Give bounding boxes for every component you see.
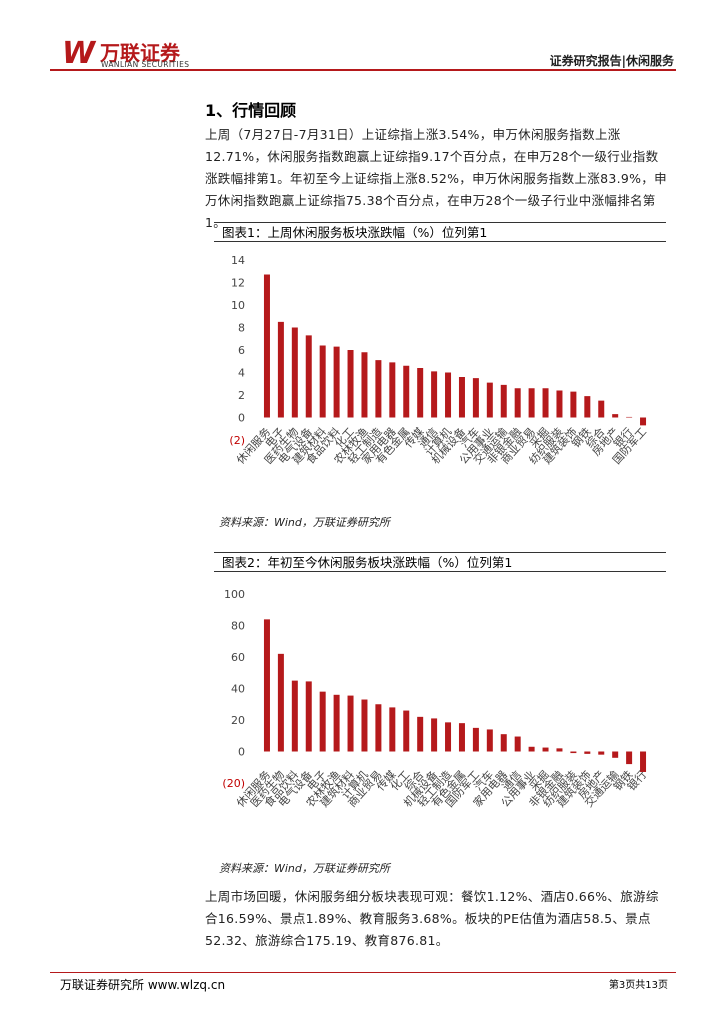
y-tick-label: 8 bbox=[238, 322, 245, 335]
bar bbox=[361, 352, 368, 418]
logo-cn: 万联证券 bbox=[100, 41, 180, 65]
bar bbox=[486, 729, 493, 752]
bar bbox=[500, 384, 507, 418]
bar bbox=[528, 746, 535, 752]
bar bbox=[431, 718, 438, 752]
y-tick-label: 6 bbox=[238, 344, 245, 357]
bar bbox=[626, 416, 633, 418]
figure-title: 图表1：上周休闲服务板块涨跌幅（%）位列第1 bbox=[214, 222, 666, 242]
figure-source: 资料来源：Wind，万联证券研究所 bbox=[219, 516, 390, 529]
bar bbox=[570, 751, 577, 754]
y-tick-label: 14 bbox=[231, 254, 245, 267]
bar bbox=[514, 388, 521, 418]
bar bbox=[431, 371, 438, 418]
bar bbox=[263, 274, 270, 418]
bar bbox=[598, 751, 605, 755]
y-tick-label: 0 bbox=[238, 412, 245, 425]
bar bbox=[458, 377, 465, 418]
bar bbox=[612, 751, 619, 758]
bar bbox=[445, 722, 452, 752]
bar bbox=[389, 362, 396, 418]
bar bbox=[445, 372, 452, 418]
bar bbox=[570, 391, 577, 418]
paragraph: 上周市场回暖，休闲服务细分板块表现可观：餐饮1.12%、酒店0.66%、旅游综合… bbox=[205, 889, 659, 948]
bar bbox=[347, 695, 354, 752]
bar bbox=[305, 335, 312, 418]
bar bbox=[612, 414, 619, 418]
bar bbox=[333, 346, 340, 418]
bar bbox=[263, 619, 270, 752]
bar bbox=[626, 751, 633, 765]
bar bbox=[333, 694, 340, 752]
logo-mark: W bbox=[62, 36, 96, 71]
bar bbox=[305, 681, 312, 752]
y-tick-label: (2) bbox=[229, 434, 245, 447]
bar bbox=[291, 680, 298, 752]
y-tick-label: 0 bbox=[238, 746, 245, 759]
footer-right: 第3页共13页 bbox=[608, 980, 668, 991]
bar bbox=[472, 727, 479, 752]
bar bbox=[584, 396, 591, 418]
y-tick-label: 10 bbox=[231, 299, 245, 312]
bar bbox=[347, 350, 354, 418]
footer-left: 万联证券研究所 www.wlzq.cn bbox=[60, 978, 226, 992]
y-tick-label: 4 bbox=[238, 367, 245, 380]
chart: (2)02468101214休闲服务电子医药生物电气设备建筑材料食品饮料化工农林… bbox=[229, 254, 649, 467]
bar bbox=[514, 736, 521, 752]
bar bbox=[319, 345, 326, 418]
bar bbox=[403, 710, 410, 752]
bar bbox=[417, 716, 424, 752]
footer-rule bbox=[50, 972, 676, 973]
bar bbox=[417, 368, 424, 418]
y-tick-label: 60 bbox=[231, 651, 245, 664]
bar bbox=[375, 704, 382, 752]
bar bbox=[584, 751, 591, 754]
bar bbox=[277, 653, 284, 752]
bar bbox=[556, 390, 563, 418]
bar bbox=[319, 691, 326, 752]
bar bbox=[500, 734, 507, 752]
bar bbox=[486, 382, 493, 418]
header-rule bbox=[50, 69, 676, 71]
y-tick-label: 12 bbox=[231, 277, 245, 290]
bar bbox=[528, 388, 535, 418]
paragraph: 上周（7月27日-7月31日）上证综指上涨3.54%，申万休闲服务指数上涨12.… bbox=[205, 127, 667, 230]
bar bbox=[598, 400, 605, 418]
bar bbox=[640, 751, 647, 772]
y-tick-label: 100 bbox=[224, 588, 245, 601]
y-tick-label: 2 bbox=[238, 389, 245, 402]
bar bbox=[403, 365, 410, 418]
bar bbox=[458, 723, 465, 752]
bar bbox=[361, 699, 368, 752]
y-tick-label: 20 bbox=[231, 714, 245, 727]
bar bbox=[640, 417, 647, 426]
y-tick-label: 40 bbox=[231, 683, 245, 696]
bar bbox=[277, 321, 284, 418]
figure-source: 资料来源：Wind，万联证券研究所 bbox=[219, 862, 390, 875]
bar bbox=[375, 360, 382, 418]
figure-title: 图表2：年初至今休闲服务板块涨跌幅（%）位列第1 bbox=[214, 552, 666, 572]
header-right: 证券研究报告|休闲服务 bbox=[549, 54, 674, 68]
section-title: 1、行情回顾 bbox=[205, 101, 297, 120]
bar bbox=[291, 327, 298, 418]
y-tick-label: (20) bbox=[222, 777, 245, 790]
bar bbox=[542, 388, 549, 418]
bar bbox=[389, 707, 396, 752]
chart: (20)020406080100休闲服务医药生物食品饮料电气设备电子农林牧渔建筑… bbox=[222, 588, 649, 810]
bar bbox=[556, 748, 563, 752]
y-tick-label: 80 bbox=[231, 620, 245, 633]
logo-en: WANLIAN SECURITIES bbox=[101, 60, 190, 69]
bar bbox=[542, 747, 549, 752]
bar bbox=[472, 378, 479, 418]
